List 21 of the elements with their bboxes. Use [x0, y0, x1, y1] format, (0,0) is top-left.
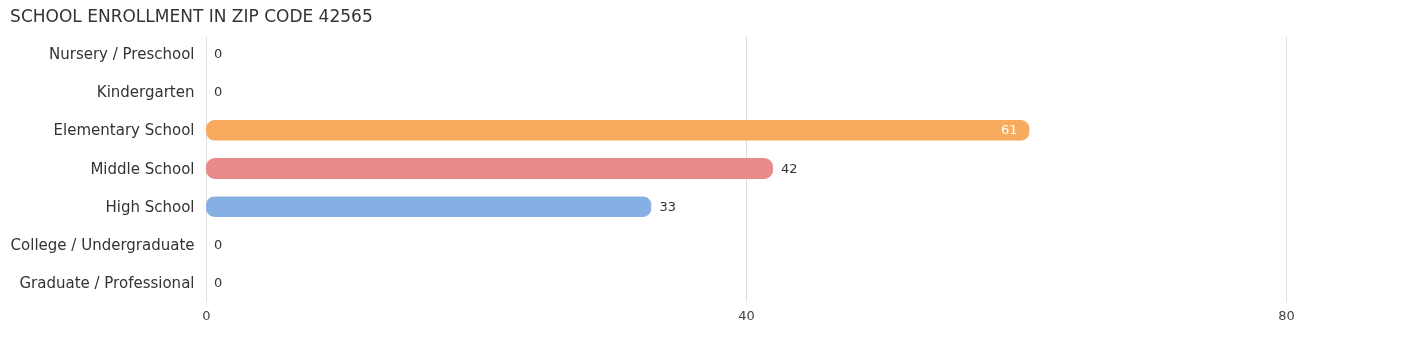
y-tick-label: Graduate / Professional	[19, 273, 195, 292]
data-label: 33	[659, 198, 677, 214]
data-label: 61	[1000, 122, 1018, 138]
y-tick-label: High School	[105, 197, 195, 216]
data-label: 42	[781, 160, 798, 176]
y-tick-label: Kindergarten	[96, 83, 195, 102]
y-tick-label: Middle School	[90, 159, 195, 178]
y-tick-label: Nursery / Preschool	[48, 45, 195, 64]
x-tick-label: 40	[738, 307, 755, 323]
bar	[206, 158, 773, 179]
bar	[206, 196, 652, 218]
data-label: 0	[214, 46, 223, 62]
bar	[206, 119, 1030, 141]
data-label: 0	[214, 84, 223, 100]
y-tick-label: Elementary School	[53, 121, 195, 140]
chart-title: SCHOOL ENROLLMENT IN ZIP CODE 42565	[10, 6, 373, 26]
x-tick-label: 0	[202, 307, 211, 323]
data-label: 0	[214, 274, 223, 290]
x-tick-label: 80	[1278, 307, 1295, 323]
data-label: 0	[214, 236, 223, 252]
y-tick-label: College / Undergraduate	[10, 235, 195, 254]
